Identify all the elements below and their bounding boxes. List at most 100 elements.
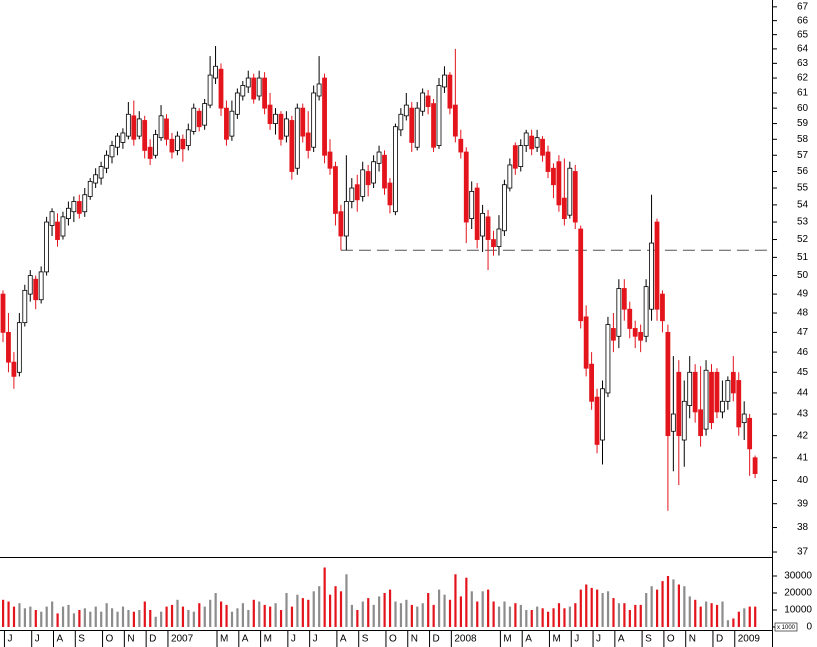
volume-bar <box>285 593 288 627</box>
volume-bar <box>279 610 283 627</box>
candle-body <box>224 107 229 140</box>
volume-bar <box>290 606 294 627</box>
candle-body <box>447 74 453 109</box>
candle-body <box>649 242 654 310</box>
candle-body <box>278 113 284 140</box>
volume-bar <box>89 611 92 627</box>
unit-box <box>774 622 798 632</box>
candle-body <box>153 134 159 156</box>
y-tick-label: 47 <box>797 327 809 338</box>
candle-body <box>431 103 436 148</box>
candle-body <box>289 120 295 172</box>
candle-body <box>338 211 344 237</box>
volume-bar <box>339 591 343 627</box>
volume-bar <box>67 604 70 627</box>
x-tick-label: S <box>78 634 85 645</box>
candle-body <box>681 400 687 441</box>
volume-bar <box>574 603 577 627</box>
candle-body <box>436 85 442 147</box>
candle-body <box>365 171 371 186</box>
y-tick-label: 44 <box>797 388 809 399</box>
candle-body <box>125 113 131 137</box>
x-tick-label: A <box>340 634 347 645</box>
volume-bar <box>121 606 125 627</box>
candle-body <box>300 107 306 137</box>
candle-body <box>676 371 682 437</box>
candle-body <box>583 316 589 369</box>
candle-body <box>185 129 191 147</box>
candle-body <box>507 164 513 189</box>
candle-body <box>294 107 300 169</box>
candle-body <box>191 107 197 132</box>
volume-bar <box>170 604 174 627</box>
volume-bar <box>18 603 21 627</box>
x-tick-label: A <box>57 634 64 645</box>
volume-bar <box>688 596 691 627</box>
volume-bar <box>323 567 326 627</box>
candle-body <box>409 107 415 143</box>
volume-bar <box>181 606 185 627</box>
candle-body <box>327 151 333 169</box>
candle-body <box>600 388 605 441</box>
candle-body <box>752 457 758 474</box>
volume-bar <box>525 610 528 627</box>
y-tick-label: 37 <box>797 547 809 558</box>
volume-bar <box>650 586 653 627</box>
volume-bar <box>127 610 130 627</box>
candle-body <box>360 169 366 197</box>
candle-body <box>621 288 627 310</box>
candle-body <box>714 371 720 413</box>
x-tick-label: D <box>149 634 156 645</box>
volume-bar <box>487 589 490 627</box>
volume-bar <box>388 589 392 627</box>
volume-bar <box>672 579 675 627</box>
volume-bar <box>372 604 375 627</box>
volume-bar <box>666 576 670 627</box>
candle-body <box>403 104 409 117</box>
volume-bar <box>312 591 315 627</box>
candle-body <box>316 83 322 97</box>
candle-body <box>616 288 622 337</box>
volume-bar <box>269 606 272 627</box>
x-tick-label: O <box>667 634 675 645</box>
candle-body <box>398 113 404 131</box>
volume-bar <box>715 604 719 627</box>
volume-bar <box>677 584 680 627</box>
candle-body <box>196 110 202 128</box>
candle-body <box>463 151 469 223</box>
candle-body <box>730 371 736 394</box>
volume-bar <box>754 606 757 627</box>
candle-body <box>692 371 698 413</box>
candle-body <box>736 380 742 428</box>
volume-bar <box>361 601 364 627</box>
y-tick-label: 51 <box>797 252 809 263</box>
volume-bar <box>61 606 65 627</box>
candle-body <box>267 104 273 124</box>
candle-body <box>556 161 562 206</box>
candle-body <box>425 95 431 108</box>
candle-body <box>6 331 11 363</box>
y-tick-label: 45 <box>797 367 809 378</box>
volume-bar <box>410 604 413 627</box>
candle-body <box>747 417 753 450</box>
volume-bar <box>427 593 430 627</box>
candle-body <box>589 363 594 402</box>
candle-body <box>311 92 317 148</box>
candle-body <box>725 380 731 402</box>
volume-bar <box>438 589 441 627</box>
volume-bar <box>623 603 626 627</box>
x-tick-label: J <box>574 634 579 645</box>
y-tick-label: 58 <box>797 134 809 145</box>
volume-bar <box>149 610 152 627</box>
volume-bar <box>443 594 446 627</box>
x-tick-label: M <box>503 634 511 645</box>
candle-body <box>349 187 355 202</box>
x-tick-label: N <box>127 634 134 645</box>
volume-bar <box>585 584 588 627</box>
candle-body <box>180 138 186 150</box>
volume-bar <box>721 601 724 627</box>
candle-body <box>420 92 426 112</box>
candle-body <box>256 77 262 97</box>
volume-bar <box>448 599 452 627</box>
